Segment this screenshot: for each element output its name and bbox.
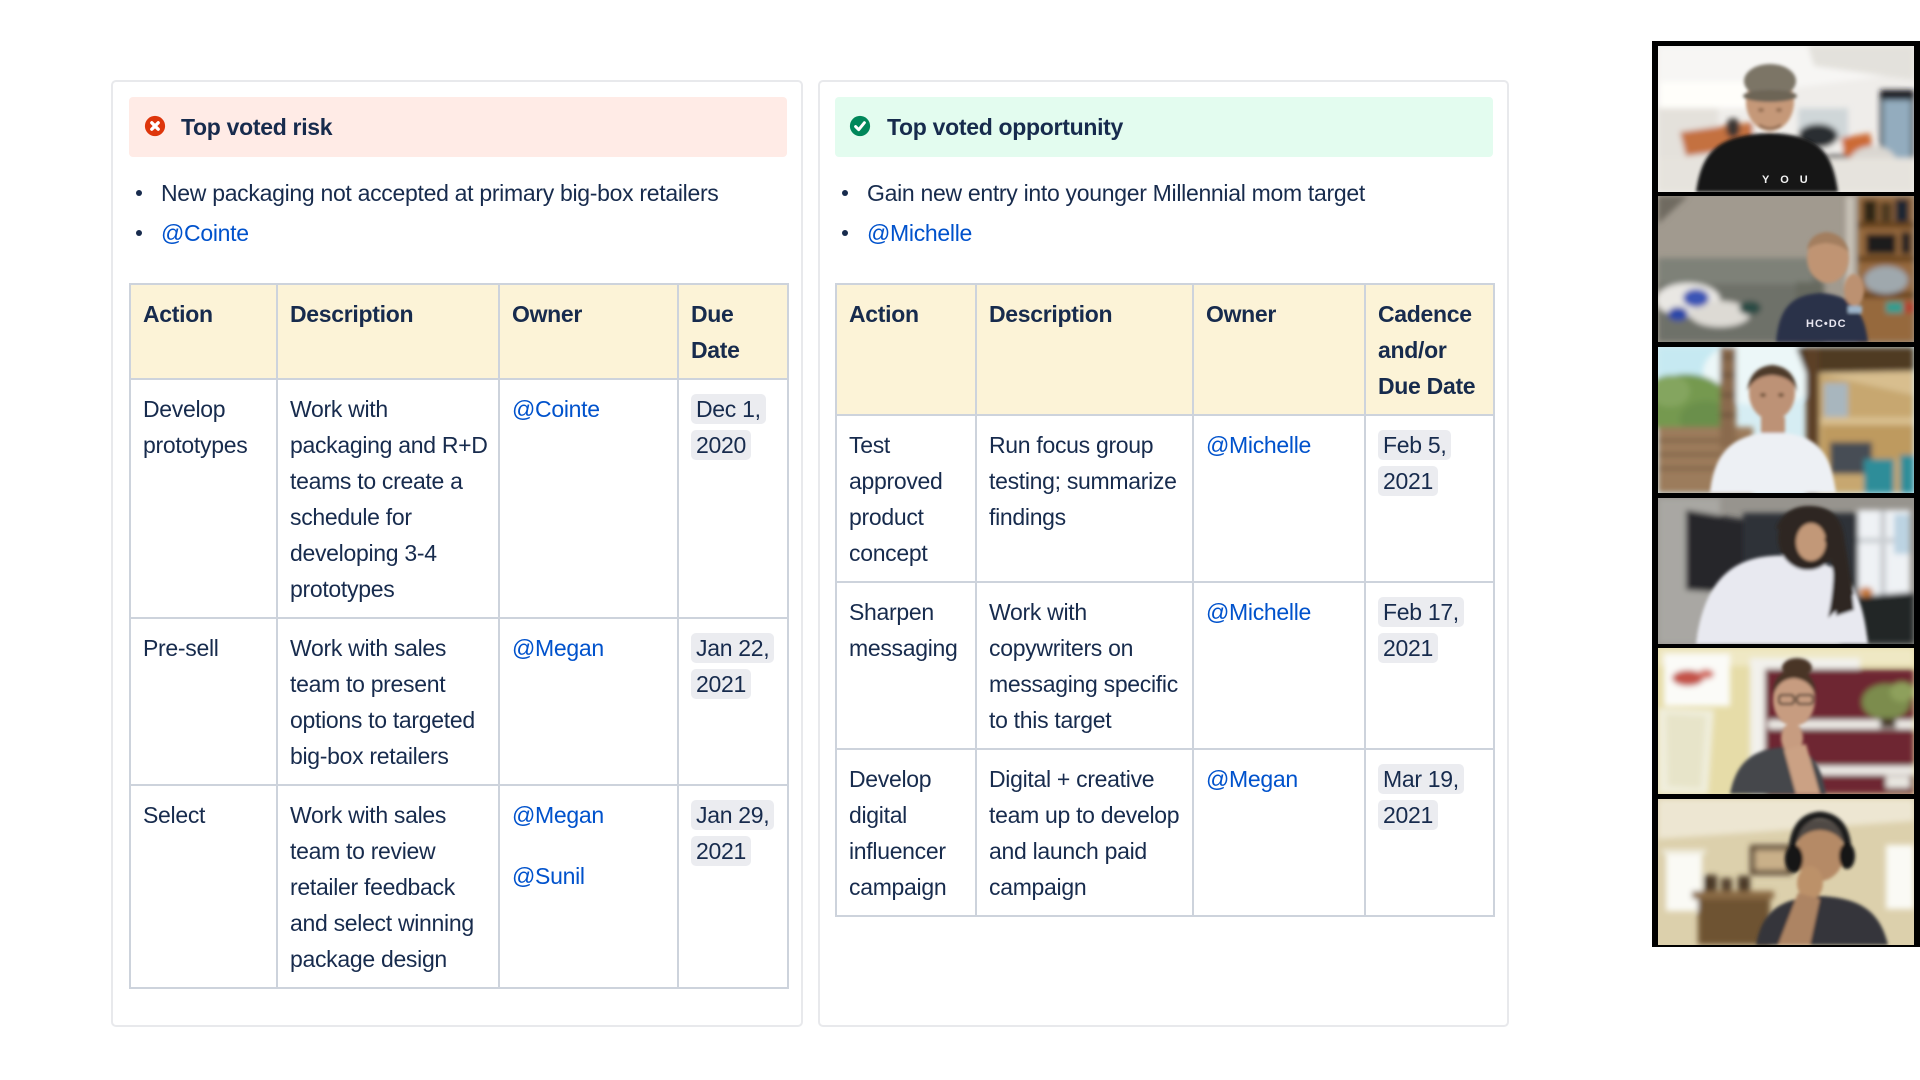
svg-text:Y O U: Y O U: [1762, 174, 1812, 186]
svg-text:HC•DC: HC•DC: [1806, 318, 1847, 330]
